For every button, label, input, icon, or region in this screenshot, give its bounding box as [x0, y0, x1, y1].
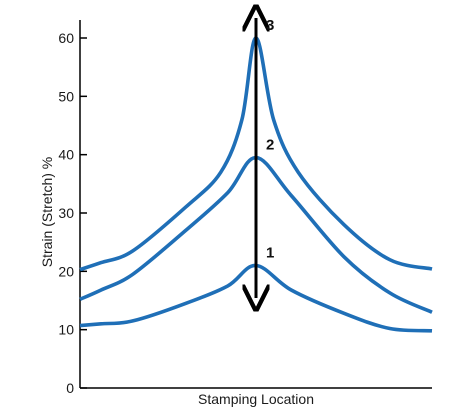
curve-label-2: 2	[266, 137, 274, 154]
x-axis-label: Stamping Location	[198, 391, 314, 407]
y-tick-label: 20	[58, 263, 74, 279]
curve-labels: 1 2 3	[266, 17, 274, 262]
y-tick-label: 40	[58, 147, 74, 163]
y-tick-label: 50	[58, 88, 74, 104]
curve-label-1: 1	[266, 245, 274, 262]
curve-label-3: 3	[266, 17, 274, 34]
y-tick-label: 10	[58, 322, 74, 338]
strain-curve-1	[79, 263, 433, 333]
y-tick-label: 30	[58, 205, 74, 221]
y-axis-label: Strain (Stretch) %	[39, 157, 55, 267]
y-tick-label: 0	[66, 380, 74, 396]
y-tick-label: 60	[58, 30, 74, 46]
y-ticks: 0 10 20 30 40 50 60	[58, 30, 87, 396]
